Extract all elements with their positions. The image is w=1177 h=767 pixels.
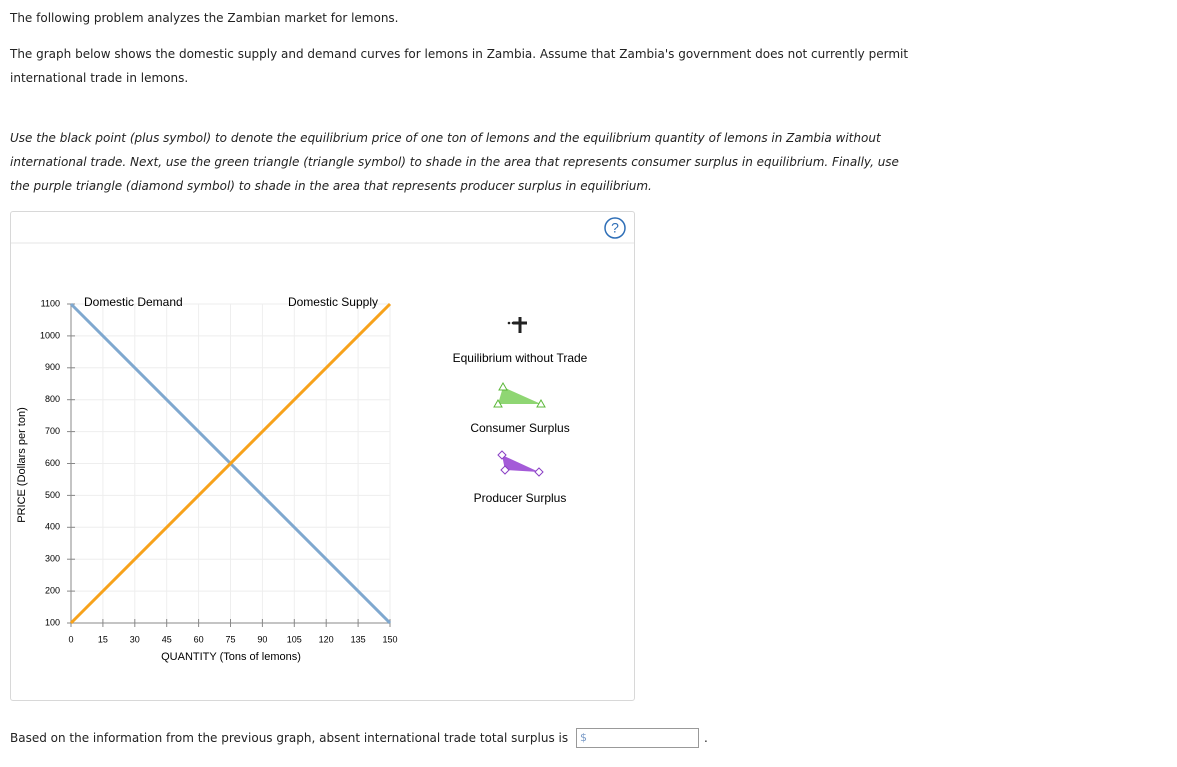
vertex xyxy=(536,398,546,408)
help-icon: ? xyxy=(611,220,619,236)
y-tick-label: 900 xyxy=(45,362,60,372)
answer-input[interactable]: $ xyxy=(576,728,699,748)
x-tick-label: 15 xyxy=(98,634,108,644)
graph-panel xyxy=(10,211,635,701)
vertex xyxy=(534,467,544,477)
tool-equilibrium[interactable] xyxy=(507,317,527,333)
y-tick-label: 500 xyxy=(45,490,60,500)
vertex xyxy=(493,398,503,408)
question-text: Based on the information from the previo… xyxy=(10,731,569,745)
x-tick-label: 0 xyxy=(68,634,73,644)
curve-label: Domestic Demand xyxy=(84,295,183,309)
tool-label: Producer Surplus xyxy=(474,491,567,505)
x-tick-label: 135 xyxy=(351,634,366,644)
help-button[interactable] xyxy=(604,217,626,239)
tool-label: Equilibrium without Trade xyxy=(453,351,588,365)
icon-dot xyxy=(507,321,511,325)
y-tick-label: 1100 xyxy=(41,298,60,308)
y-tick-label: 300 xyxy=(45,554,60,564)
x-tick-label: 120 xyxy=(319,634,334,644)
question-end: . xyxy=(704,731,708,745)
x-axis-label: QUANTITY (Tons of lemons) xyxy=(161,651,301,663)
y-axis-label: PRICE (Dollars per ton) xyxy=(16,407,28,523)
x-tick-label: 30 xyxy=(130,634,140,644)
instruction-text: international trade. Next, use the green… xyxy=(10,155,899,169)
tool-producer-surplus[interactable] xyxy=(497,450,544,477)
y-tick-label: 600 xyxy=(45,458,60,468)
instruction-text: the purple triangle (diamond symbol) to … xyxy=(10,179,652,193)
y-tick-label: 100 xyxy=(45,617,60,627)
x-tick-label: 105 xyxy=(287,634,302,644)
curve xyxy=(69,302,392,625)
y-tick-label: 1000 xyxy=(40,330,60,340)
tool-consumer-surplus[interactable] xyxy=(493,381,546,408)
x-tick-label: 150 xyxy=(382,634,397,644)
vertex xyxy=(497,450,507,460)
x-tick-label: 90 xyxy=(257,634,267,644)
y-tick-label: 400 xyxy=(45,522,60,532)
x-tick-label: 60 xyxy=(194,634,204,644)
vertex xyxy=(500,465,510,475)
y-tick-label: 800 xyxy=(45,394,60,404)
plus-icon xyxy=(513,317,527,333)
tool-label: Consumer Surplus xyxy=(470,421,569,435)
green-triangle-icon xyxy=(498,387,541,404)
x-tick-label: 75 xyxy=(225,634,235,644)
description-text: international trade in lemons. xyxy=(10,71,189,85)
curve-label: Domestic Supply xyxy=(288,295,378,309)
description-text: The graph below shows the domestic suppl… xyxy=(10,47,909,61)
intro-text: The following problem analyzes the Zambi… xyxy=(10,11,399,25)
currency-sign: $ xyxy=(580,731,587,744)
y-tick-label: 700 xyxy=(45,426,60,436)
y-tick-label: 200 xyxy=(45,585,60,595)
x-tick-label: 45 xyxy=(162,634,172,644)
purple-triangle-icon xyxy=(502,455,539,472)
vertex xyxy=(498,381,508,391)
instruction-text: Use the black point (plus symbol) to den… xyxy=(10,131,881,145)
